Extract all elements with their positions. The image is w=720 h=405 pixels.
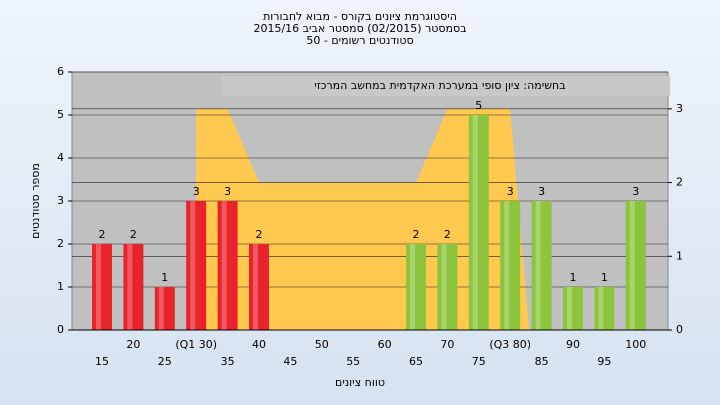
- bar-highlight: [158, 287, 164, 330]
- bar: [594, 287, 615, 330]
- bar: [217, 201, 238, 330]
- x-tick-label: 40: [252, 338, 266, 351]
- x-tick-label: 15: [95, 355, 109, 368]
- title: היסטוגרמת ציונים בקורס - מבוא לחבורותבסמ…: [253, 10, 466, 47]
- x-tick-label: 55: [346, 355, 360, 368]
- x-tick-label: 45: [283, 355, 297, 368]
- subtitle: בחשימה: ציון סופי במערכת האקדמית במחשב ה…: [314, 79, 565, 92]
- x-tick-label: 90: [566, 338, 580, 351]
- bar: [563, 287, 583, 330]
- bar: [406, 244, 426, 330]
- y-tick-label: 0: [57, 323, 64, 336]
- bar: [92, 244, 112, 330]
- bar: [500, 201, 521, 330]
- bar-highlight: [567, 287, 572, 330]
- bar-highlight: [190, 201, 196, 330]
- x-tick-label: (Q3 80): [489, 338, 531, 351]
- value-label: 3: [507, 185, 514, 198]
- x-axis-label: טווח ציונים: [335, 376, 385, 389]
- y-axis-label: מספר סטודנטים: [29, 163, 42, 239]
- x-tick-label: 50: [315, 338, 329, 351]
- x-tick-label: 75: [472, 355, 486, 368]
- x-tick-label: 85: [535, 355, 549, 368]
- y-tick-label: 2: [57, 237, 64, 250]
- y-tick-label: 3: [57, 194, 64, 207]
- value-label: 2: [256, 228, 263, 241]
- bar: [625, 201, 646, 330]
- bar-highlight: [535, 201, 541, 330]
- x-tick-label: 25: [158, 355, 172, 368]
- bar: [468, 115, 489, 330]
- bar-highlight: [127, 244, 133, 330]
- value-label: 3: [538, 185, 545, 198]
- x-tick-label: (Q1 30): [175, 338, 217, 351]
- x-tick-label: 95: [597, 355, 611, 368]
- x-tick-label: 70: [440, 338, 454, 351]
- bar: [531, 201, 552, 330]
- y-tick-label: 4: [57, 151, 64, 164]
- bar-highlight: [441, 244, 447, 330]
- bar: [249, 244, 269, 330]
- bar: [186, 201, 207, 330]
- x-tick-label: 20: [126, 338, 140, 351]
- bar-highlight: [504, 201, 510, 330]
- bar: [123, 244, 144, 330]
- bar-highlight: [598, 287, 604, 330]
- x-tick-label: 60: [378, 338, 392, 351]
- bar: [154, 287, 175, 330]
- bar-highlight: [410, 244, 415, 330]
- value-label: 2: [413, 228, 420, 241]
- value-label: 2: [444, 228, 451, 241]
- value-label: 2: [130, 228, 137, 241]
- y2-tick-label: 2: [676, 176, 683, 189]
- title-line: בסמסטר (02/2015) סמסטר אביב 2015/16: [253, 22, 466, 35]
- bar-highlight: [629, 201, 635, 330]
- value-label: 1: [601, 271, 608, 284]
- bar-highlight: [221, 201, 227, 330]
- title-line: סטודנטים רשומים - 50: [306, 34, 413, 47]
- value-label: 3: [632, 185, 639, 198]
- bar-highlight: [472, 115, 478, 330]
- y2-tick-label: 1: [676, 249, 683, 262]
- value-label: 3: [193, 185, 200, 198]
- x-tick-label: 100: [625, 338, 646, 351]
- value-label: 5: [475, 99, 482, 112]
- value-label: 3: [224, 185, 231, 198]
- subtitle-box: [222, 76, 670, 96]
- x-tick-label: 35: [221, 355, 235, 368]
- bar-highlight: [253, 244, 258, 330]
- y2-tick-label: 0: [676, 323, 683, 336]
- bar: [437, 244, 458, 330]
- y-tick-label: 1: [57, 280, 64, 293]
- bar-highlight: [96, 244, 101, 330]
- y-tick-label: 6: [57, 65, 64, 78]
- y-tick-label: 5: [57, 108, 64, 121]
- title-line: היסטוגרמת ציונים בקורס - מבוא לחבורות: [263, 10, 457, 23]
- value-label: 1: [570, 271, 577, 284]
- value-label: 1: [161, 271, 168, 284]
- x-tick-label: 65: [409, 355, 423, 368]
- y2-tick-label: 3: [676, 102, 683, 115]
- value-label: 2: [99, 228, 106, 241]
